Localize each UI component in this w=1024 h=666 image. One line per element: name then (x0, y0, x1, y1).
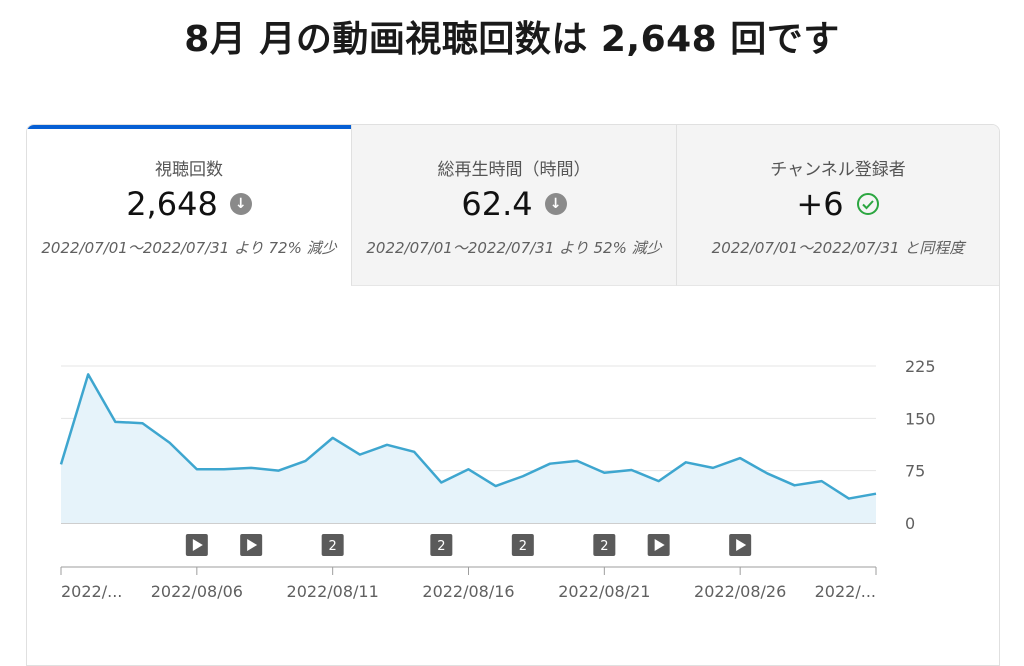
x-tick-label: 2022/08/11 (287, 582, 379, 601)
tab-value-row: 2,648 ↓ (27, 185, 351, 223)
play-icon (736, 539, 747, 551)
tab-views[interactable]: 視聴回数 2,648 ↓ 2022/07/01～2022/07/31 より 72… (27, 125, 351, 286)
marker-count: 2 (437, 539, 445, 554)
marker-count: 2 (329, 539, 337, 554)
tab-value-row: 62.4 ↓ (352, 185, 676, 223)
y-tick-label: 0 (905, 514, 915, 533)
play-icon (654, 539, 665, 551)
series-line (59, 373, 877, 500)
y-tick-label: 150 (905, 409, 936, 428)
tab-label: チャンネル登録者 (770, 160, 906, 180)
marker-count: 2 (519, 539, 527, 554)
metric-tabs: 視聴回数 2,648 ↓ 2022/07/01～2022/07/31 より 72… (27, 125, 999, 286)
page-title: 8月 月の動画視聴回数は 2,648 回です (184, 19, 840, 60)
metric-value: +6 (796, 185, 844, 223)
x-tick-label: 2022/08/16 (422, 582, 514, 601)
x-tick-label: 2022/... (815, 582, 876, 601)
play-icon (247, 539, 258, 551)
x-tick-label: 2022/... (61, 582, 122, 601)
comparison-text: 2022/07/01～2022/07/31 より 52% 減少 (366, 239, 662, 257)
views-chart: 225 150 75 0 2 2 2 2 2022/... 2022/08/06 2022/08/1… (59, 357, 936, 601)
play-icon (192, 539, 203, 551)
tab-label: 総再生時間（時間） (437, 160, 591, 180)
count-marker[interactable] (430, 534, 453, 556)
comparison-text: 2022/07/01～2022/07/31 と同程度 (711, 239, 965, 257)
tab-label: 視聴回数 (155, 160, 223, 180)
arrow-down-circle-icon: ↓ (544, 193, 567, 215)
tab-subscribers[interactable]: チャンネル登録者 +6 2022/07/01～2022/07/31 と同程度 (676, 125, 999, 286)
x-tick-label: 2022/08/26 (694, 582, 786, 601)
area-fill (61, 374, 876, 523)
x-tick-label: 2022/08/21 (558, 582, 650, 601)
tab-value-row: +6 (677, 185, 999, 223)
count-marker[interactable] (593, 534, 616, 556)
y-tick-label: 225 (905, 357, 936, 376)
x-tick-label: 2022/08/06 (151, 582, 243, 601)
comparison-text: 2022/07/01～2022/07/31 より 72% 減少 (41, 239, 337, 257)
marker-count: 2 (600, 539, 608, 554)
count-marker[interactable] (321, 534, 344, 556)
analytics-card: 視聴回数 2,648 ↓ 2022/07/01～2022/07/31 より 72… (26, 124, 1000, 666)
arrow-down-circle-icon: ↓ (229, 193, 252, 215)
metric-value: 2,648 (126, 185, 218, 223)
metric-value: 62.4 (461, 185, 533, 223)
check-circle-icon (856, 193, 879, 215)
count-marker[interactable] (511, 534, 534, 556)
y-tick-label: 75 (905, 462, 925, 481)
tab-watch-time[interactable]: 総再生時間（時間） 62.4 ↓ 2022/07/01～2022/07/31 よ… (351, 125, 676, 286)
